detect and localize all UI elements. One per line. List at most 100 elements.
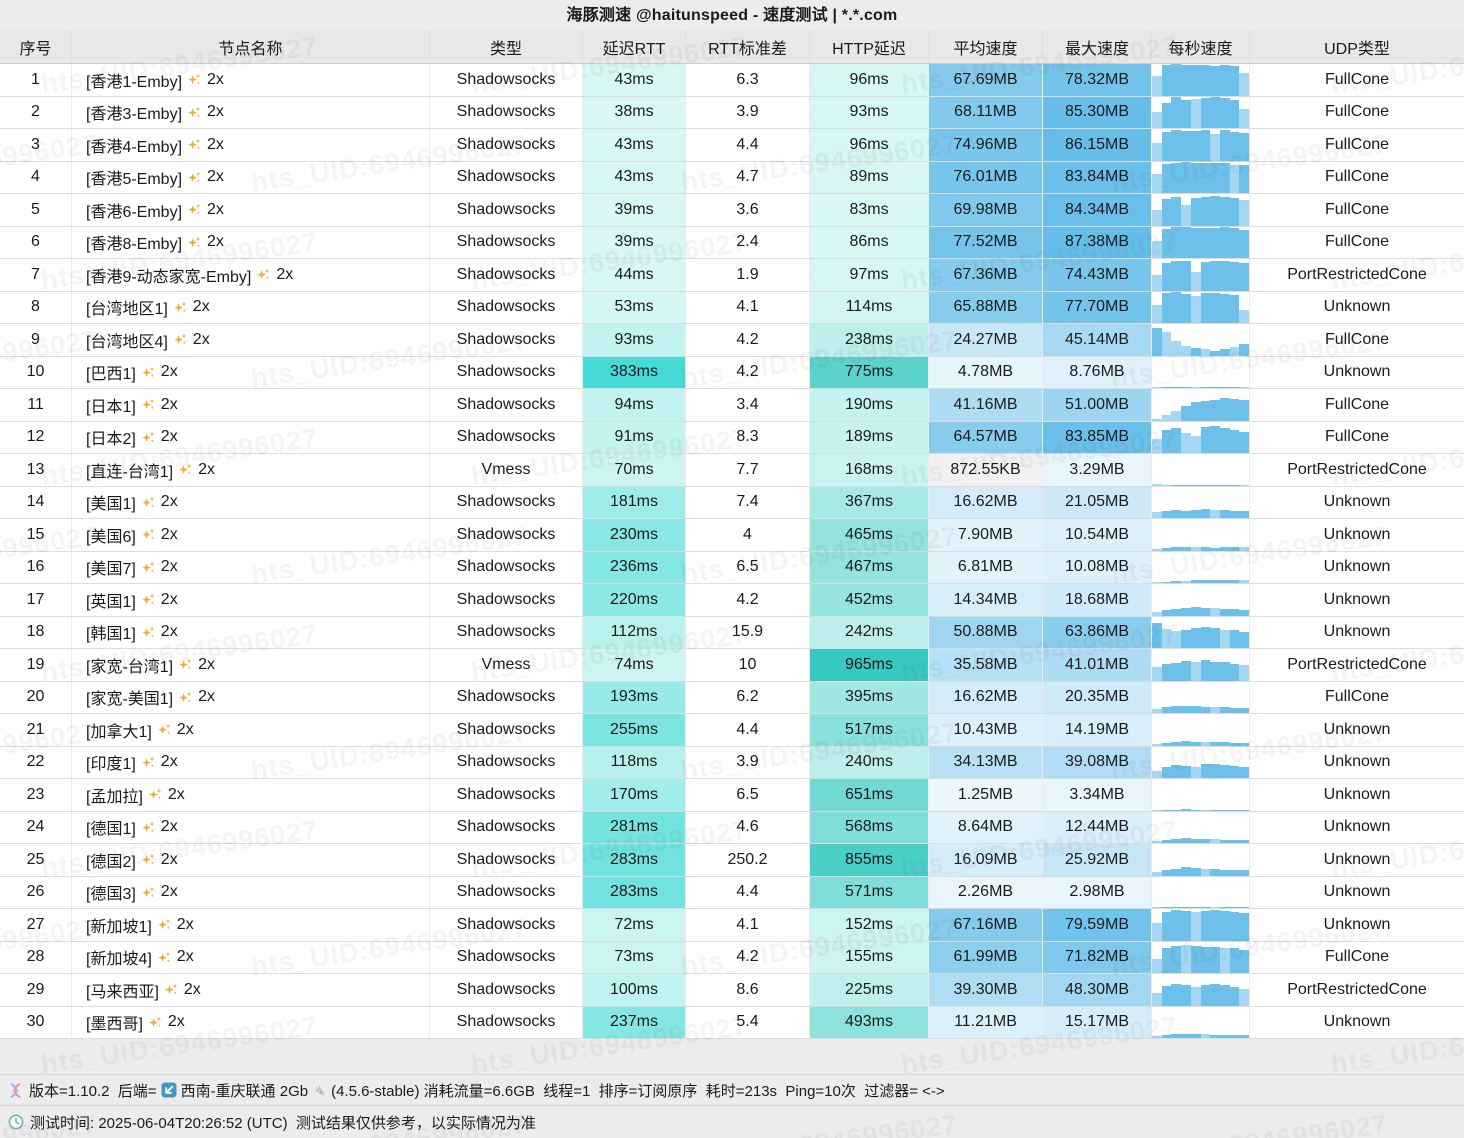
cell-rtt: 94ms: [583, 389, 686, 421]
node-multiplier: 2x: [160, 753, 178, 771]
speed-bar: [1161, 911, 1172, 941]
speed-bar: [1190, 809, 1201, 811]
speed-bars: [1152, 97, 1249, 128]
cell-speed-chart: [1152, 909, 1250, 941]
cell-max-speed: 21.05MB: [1043, 486, 1152, 518]
cell-rtt-std: 6.3: [686, 64, 810, 96]
speed-bar: [1239, 766, 1249, 778]
speed-bar: [1152, 512, 1162, 518]
cell-rtt: 44ms: [583, 259, 686, 291]
speed-bar: [1152, 771, 1162, 778]
cell-avg-speed: 2.26MB: [929, 876, 1043, 908]
cell-type: Shadowsocks: [430, 844, 583, 876]
node-multiplier: 2x: [167, 785, 185, 803]
node-multiplier: 2x: [207, 103, 224, 121]
cell-speed-chart: [1152, 291, 1250, 323]
table-row: 6 [香港8-Emby] 2x Shadowsocks 39ms 2.4 86ms 77.52…: [0, 226, 1464, 259]
speed-bar: [1229, 986, 1240, 1006]
cell-udp-type: FullCone: [1324, 428, 1390, 446]
speed-bar: [1161, 132, 1172, 161]
cell-type: Shadowsocks: [430, 519, 583, 551]
speed-bar: [1229, 911, 1240, 941]
footer-time-line: 测试时间: 2025-06-04T20:26:52 (UTC) 测试结果仅供参考…: [0, 1105, 1464, 1138]
cell-http-latency: 189ms: [810, 421, 929, 453]
speed-bar: [1200, 607, 1211, 616]
speed-bar: [1190, 945, 1201, 973]
col-header-avg-speed: 平均速度: [929, 30, 1043, 63]
speed-bar: [1152, 841, 1162, 843]
cell-node-name: [加拿大1] 2x: [72, 714, 430, 746]
cell-avg-speed: 1.25MB: [929, 779, 1043, 811]
speed-bar: [1200, 129, 1211, 161]
speed-bar: [1161, 262, 1172, 291]
cell-rtt: 38ms: [583, 96, 686, 128]
speed-bar: [1210, 97, 1220, 128]
table-row: 14 [美国1] 2x Shadowsocks 181ms 7.4 367ms 16.62MB…: [0, 486, 1464, 519]
speed-bar: [1219, 98, 1230, 128]
speed-bar: [1229, 1035, 1240, 1038]
cell-rtt: 193ms: [583, 681, 686, 713]
speed-bars: [1152, 649, 1249, 681]
cell-index: 23: [0, 779, 72, 811]
cell-index: 21: [0, 714, 72, 746]
cell-max-speed: 18.68MB: [1043, 584, 1152, 616]
cell-http-latency: 467ms: [810, 551, 929, 583]
speed-bar: [1239, 511, 1249, 518]
speed-bar: [1210, 1034, 1220, 1038]
speed-bar: [1190, 435, 1201, 453]
cell-type: Shadowsocks: [430, 974, 583, 1006]
node-name-text: [香港4-Emby]: [86, 138, 183, 156]
speed-bar: [1181, 838, 1191, 843]
speed-bar: [1239, 229, 1249, 258]
cell-rtt-std: 2.4: [686, 226, 810, 258]
speed-bar: [1161, 331, 1172, 356]
cell-http-latency: 190ms: [810, 389, 929, 421]
cell-udp-type: PortRestrictedCone: [1287, 980, 1427, 998]
speed-bar: [1239, 165, 1249, 193]
cell-speed-chart: [1152, 616, 1250, 648]
cell-node-name: [香港4-Emby] 2x: [72, 129, 430, 161]
speed-bar: [1229, 66, 1240, 96]
cell-rtt: 383ms: [583, 356, 686, 388]
speed-bar: [1210, 133, 1220, 161]
speed-bar: [1200, 547, 1211, 551]
cell-avg-speed: 65.88MB: [929, 291, 1043, 323]
sparkles-icon: [188, 138, 201, 151]
cell-http-latency: 517ms: [810, 714, 929, 746]
cell-max-speed: 10.54MB: [1043, 519, 1152, 551]
node-multiplier: 2x: [183, 980, 201, 998]
table-row: 23 [孟加拉] 2x Shadowsocks 170ms 6.5 651ms 1.25MB 3…: [0, 779, 1464, 812]
cell-rtt: 43ms: [583, 161, 686, 193]
speed-bar: [1161, 629, 1172, 648]
speed-bar: [1161, 742, 1172, 746]
speed-bar: [1219, 428, 1230, 453]
speed-bar: [1210, 947, 1220, 973]
speed-bar: [1200, 97, 1211, 128]
cell-rtt: 53ms: [583, 291, 686, 323]
speed-bar: [1190, 227, 1201, 258]
speed-bar: [1171, 428, 1182, 453]
cell-node-name: [香港5-Emby] 2x: [72, 161, 430, 193]
speed-bar: [1210, 742, 1220, 746]
speed-bar: [1200, 907, 1211, 908]
speed-bar: [1229, 707, 1240, 713]
cell-type: Shadowsocks: [430, 941, 583, 973]
cell-max-speed: 39.08MB: [1043, 746, 1152, 778]
cell-type: Shadowsocks: [430, 161, 583, 193]
speed-bar: [1239, 387, 1249, 388]
node-name-text: [德国2]: [86, 853, 136, 871]
speed-bar: [1181, 546, 1191, 551]
cell-rtt-std: 4.1: [686, 909, 810, 941]
speed-bar: [1229, 100, 1240, 128]
speed-bar: [1239, 344, 1249, 356]
speed-bars: [1152, 714, 1249, 746]
speed-bar: [1219, 1034, 1230, 1038]
speed-bar: [1171, 809, 1182, 811]
sparkles-icon: [141, 593, 155, 606]
speed-bar: [1152, 484, 1162, 486]
table-row: 19 [家宽-台湾1] 2x Vmess 74ms 10 965ms 35.58MB 41.01…: [0, 649, 1464, 682]
speed-bar: [1152, 612, 1162, 616]
speed-bar: [1229, 839, 1240, 843]
cell-udp-type: FullCone: [1324, 200, 1390, 218]
speed-bar: [1210, 907, 1220, 908]
